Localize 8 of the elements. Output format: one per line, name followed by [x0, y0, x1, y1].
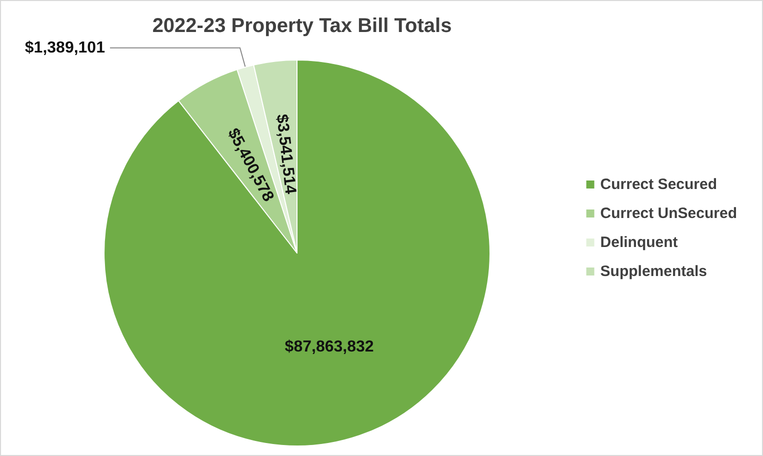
data-label: $3,541,514	[272, 113, 299, 196]
data-label: $1,389,101	[24, 39, 106, 56]
legend-label: Supplementals	[600, 263, 707, 280]
data-label: $87,863,832	[284, 338, 374, 356]
chart-title: 2022-23 Property Tax Bill Totals	[152, 15, 452, 37]
legend-label: Currect Secured	[600, 176, 718, 193]
legend-label: Delinquent	[600, 234, 678, 251]
legend-label: Currect UnSecured	[600, 205, 738, 222]
